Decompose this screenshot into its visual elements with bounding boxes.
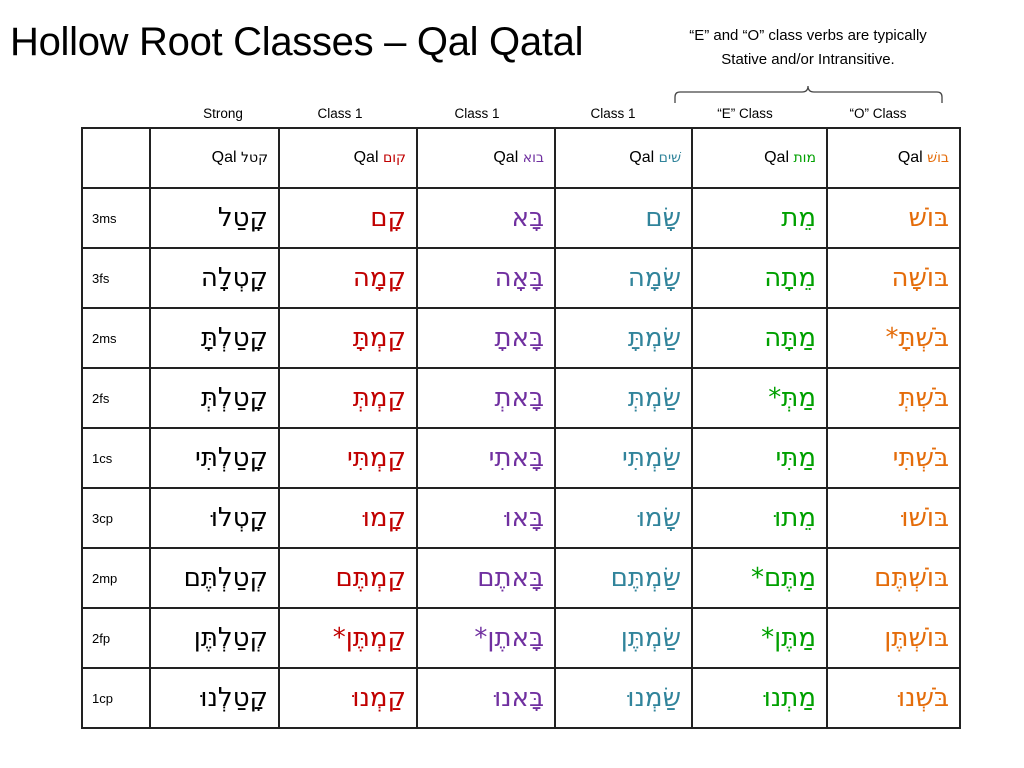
pgn-label: 1cp	[81, 667, 151, 729]
form-bosh: בֹּשְׁתָּ*	[885, 323, 949, 353]
form-mut: מֵתוּ	[774, 503, 816, 533]
header-bo: Qal בוא	[416, 127, 556, 189]
form-bosh: בּוֹשְׁתֶּם	[874, 563, 949, 593]
form-qum: קָמָה	[352, 263, 406, 293]
form-sim: שַׂמְנוּ	[627, 683, 681, 713]
form-mut: מֵת	[781, 203, 816, 233]
table-row: 2fp קְטַלְתֶּן קַמְתֶּן* בָּאתֶן* שַׂמְת…	[81, 607, 961, 669]
form-sim: שַׂמְתֶּן	[620, 623, 681, 653]
form-strong: קָטַל	[217, 203, 268, 233]
class-note: “E” and “O” class verbs are typically St…	[650, 24, 966, 72]
form-strong: קְטַלְתֶּם	[183, 563, 268, 593]
form-strong: קְטַלְתֶּן	[193, 623, 268, 653]
form-bo: בָּא	[511, 203, 544, 233]
form-sim: שַׂמְתִּי	[622, 443, 681, 473]
pgn-label: 2ms	[81, 307, 151, 369]
table-row: 1cp קָטַלְנוּ קַמְנוּ בָּאנוּ שַׂמְנוּ מ…	[81, 667, 961, 729]
form-bo: בָּאָה	[494, 263, 544, 293]
column-label-class1-sim: Class 1	[590, 106, 636, 121]
form-bo: בָּאנוּ	[494, 683, 544, 713]
column-label-o-class: “O” Class	[849, 106, 907, 121]
form-bosh: בּוֹשׁוּ	[901, 503, 949, 533]
pgn-label: 2fp	[81, 607, 151, 669]
form-strong: קָטַלְתִּי	[195, 443, 268, 473]
form-sim: שָׂמָה	[627, 263, 681, 293]
form-mut: מַתֶּן*	[761, 623, 816, 653]
form-strong: קָטְלוּ	[210, 503, 268, 533]
form-bo: בָּאתִי	[488, 443, 544, 473]
header-bosh: Qal בושׁ	[826, 127, 961, 189]
table-row: 2ms קָטַלְתָּ קַמְתָּ בָּאתָ שַׂמְתָּ מַ…	[81, 307, 961, 369]
form-bosh: בֹּשְׁנוּ	[898, 683, 949, 713]
form-bosh: בּוֹשׁ	[908, 203, 949, 233]
pgn-label: 3fs	[81, 247, 151, 309]
form-mut: מַתְּ*	[768, 383, 816, 413]
column-label-class1-bo: Class 1	[454, 106, 500, 121]
pgn-label: 3ms	[81, 187, 151, 249]
slide-title: Hollow Root Classes – Qal Qatal	[10, 20, 584, 64]
form-mut: מַתְנוּ	[763, 683, 816, 713]
form-strong: קָטַלְתְּ	[200, 383, 268, 413]
column-label-strong: Strong	[203, 106, 243, 121]
column-class-labels: Strong Class 1 Class 1 Class 1 “E” Class…	[0, 106, 1024, 126]
form-qum: קַמְתֶּן*	[332, 623, 406, 653]
form-sim: שַׂמְתָּ	[627, 323, 681, 353]
table-row: 1cs קָטַלְתִּי קַמְתִּי בָּאתִי שַׂמְתִּ…	[81, 427, 961, 489]
form-mut: מַתָּה	[764, 323, 816, 353]
form-bo: בָּאתָ	[494, 323, 545, 353]
table-row: 3fs קָטְלָה קָמָה בָּאָה שָׂמָה מֵתָה בּ…	[81, 247, 961, 309]
class-note-line-2: Stative and/or Intransitive.	[721, 51, 895, 68]
column-label-e-class: “E” Class	[717, 106, 773, 121]
pgn-label: 2fs	[81, 367, 151, 429]
form-bo: בָּאוּ	[504, 503, 545, 533]
form-bo: בָּאתְ	[494, 383, 545, 413]
form-qum: קַמְתָּ	[352, 323, 406, 353]
form-qum: קָמוּ	[362, 503, 406, 533]
form-sim: שָׂמוּ	[637, 503, 681, 533]
form-strong: קָטְלָה	[200, 263, 268, 293]
header-sim: Qal שׁים	[554, 127, 693, 189]
form-sim: שַׂמְתֶּם	[610, 563, 681, 593]
form-mut: מַתֶּם*	[751, 563, 816, 593]
form-qum: קַמְנוּ	[352, 683, 406, 713]
form-qum: קַמְתֶּם	[335, 563, 406, 593]
form-mut: מַתִּי	[775, 443, 816, 473]
pgn-label: 2mp	[81, 547, 151, 609]
form-mut: מֵתָה	[764, 263, 816, 293]
curly-brace-icon	[674, 85, 943, 103]
table-header-row: Qal קטל Qal קום Qal בוא Qal שׁים Qal מות…	[81, 127, 961, 189]
form-bo: בָּאתֶם	[477, 563, 544, 593]
table-row: 3cp קָטְלוּ קָמוּ בָּאוּ שָׂמוּ מֵתוּ בּ…	[81, 487, 961, 549]
column-label-class1-qum: Class 1	[317, 106, 363, 121]
form-sim: שָׂם	[645, 203, 681, 233]
form-bosh: בּוֹשָׁה	[891, 263, 949, 293]
form-qum: קַמְתְּ	[352, 383, 406, 413]
form-qum: קָם	[370, 203, 406, 233]
header-qum: Qal קום	[278, 127, 418, 189]
form-bosh: בֹּשְׁתִּי	[892, 443, 949, 473]
form-strong: קָטַלְתָּ	[200, 323, 268, 353]
form-strong: קָטַלְנוּ	[200, 683, 268, 713]
form-qum: קַמְתִּי	[346, 443, 406, 473]
form-bosh: בֹּשְׁתְּ	[898, 383, 949, 413]
header-mut: Qal מות	[691, 127, 828, 189]
table-row: 2mp קְטַלְתֶּם קַמְתֶּם בָּאתֶם שַׂמְתֶּ…	[81, 547, 961, 609]
class-note-line-1: “E” and “O” class verbs are typically	[689, 27, 927, 44]
table-row: 3ms קָטַל קָם בָּא שָׂם מֵת בּוֹשׁ	[81, 187, 961, 249]
header-strong: Qal קטל	[149, 127, 280, 189]
form-sim: שַׂמְתְּ	[627, 383, 681, 413]
corner-cell	[81, 127, 151, 189]
pgn-label: 3cp	[81, 487, 151, 549]
pgn-label: 1cs	[81, 427, 151, 489]
table-row: 2fs קָטַלְתְּ קַמְתְּ בָּאתְ שַׂמְתְּ מַ…	[81, 367, 961, 429]
form-bosh: בּוֹשְׁתֶּן	[884, 623, 949, 653]
conjugation-table: Qal קטל Qal קום Qal בוא Qal שׁים Qal מות…	[81, 127, 961, 729]
form-bo: בָּאתֶן*	[474, 623, 544, 653]
